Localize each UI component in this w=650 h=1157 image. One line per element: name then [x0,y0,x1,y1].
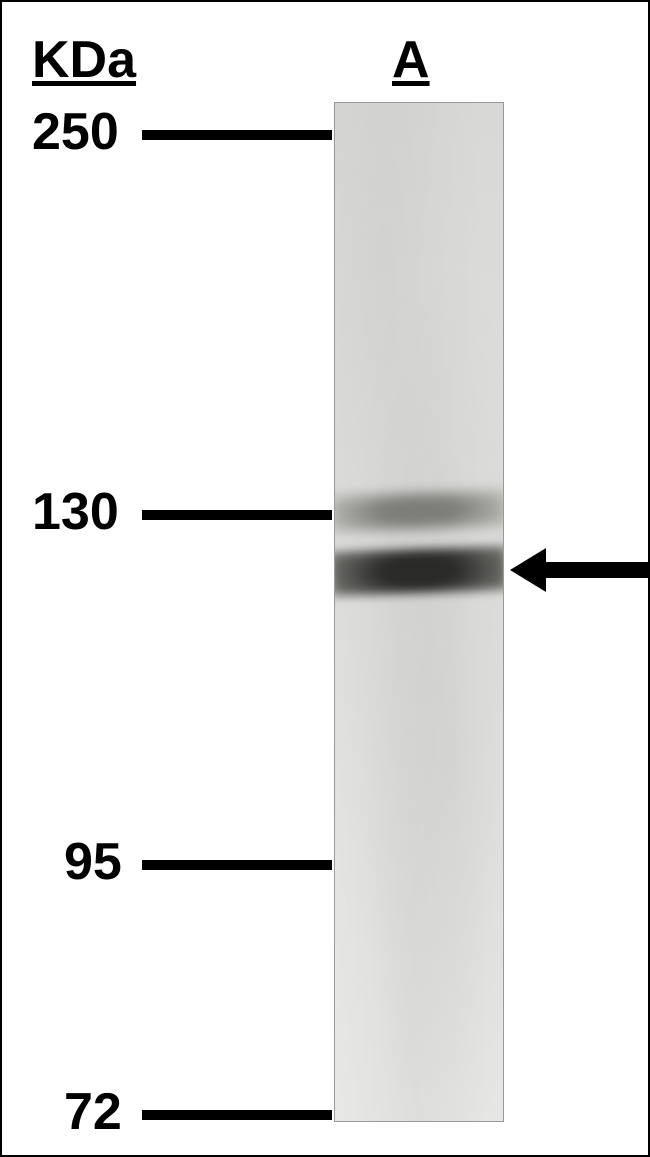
marker-line-72 [142,1110,332,1120]
arrow-shaft [546,562,650,578]
arrow-head-icon [510,548,546,592]
marker-line-250 [142,130,332,140]
band-upper [334,490,504,532]
blot-figure: KDa A 250 130 95 72 [2,2,648,1155]
target-arrow [510,548,650,592]
marker-label-250: 250 [32,102,119,162]
marker-label-130: 130 [32,482,119,542]
band-lower [334,546,504,596]
kda-header: KDa [32,30,136,90]
blot-lane-a [334,102,504,1122]
marker-label-95: 95 [64,832,122,892]
marker-line-130 [142,510,332,520]
marker-label-72: 72 [64,1082,122,1142]
marker-line-95 [142,860,332,870]
lane-label-a: A [392,30,430,90]
